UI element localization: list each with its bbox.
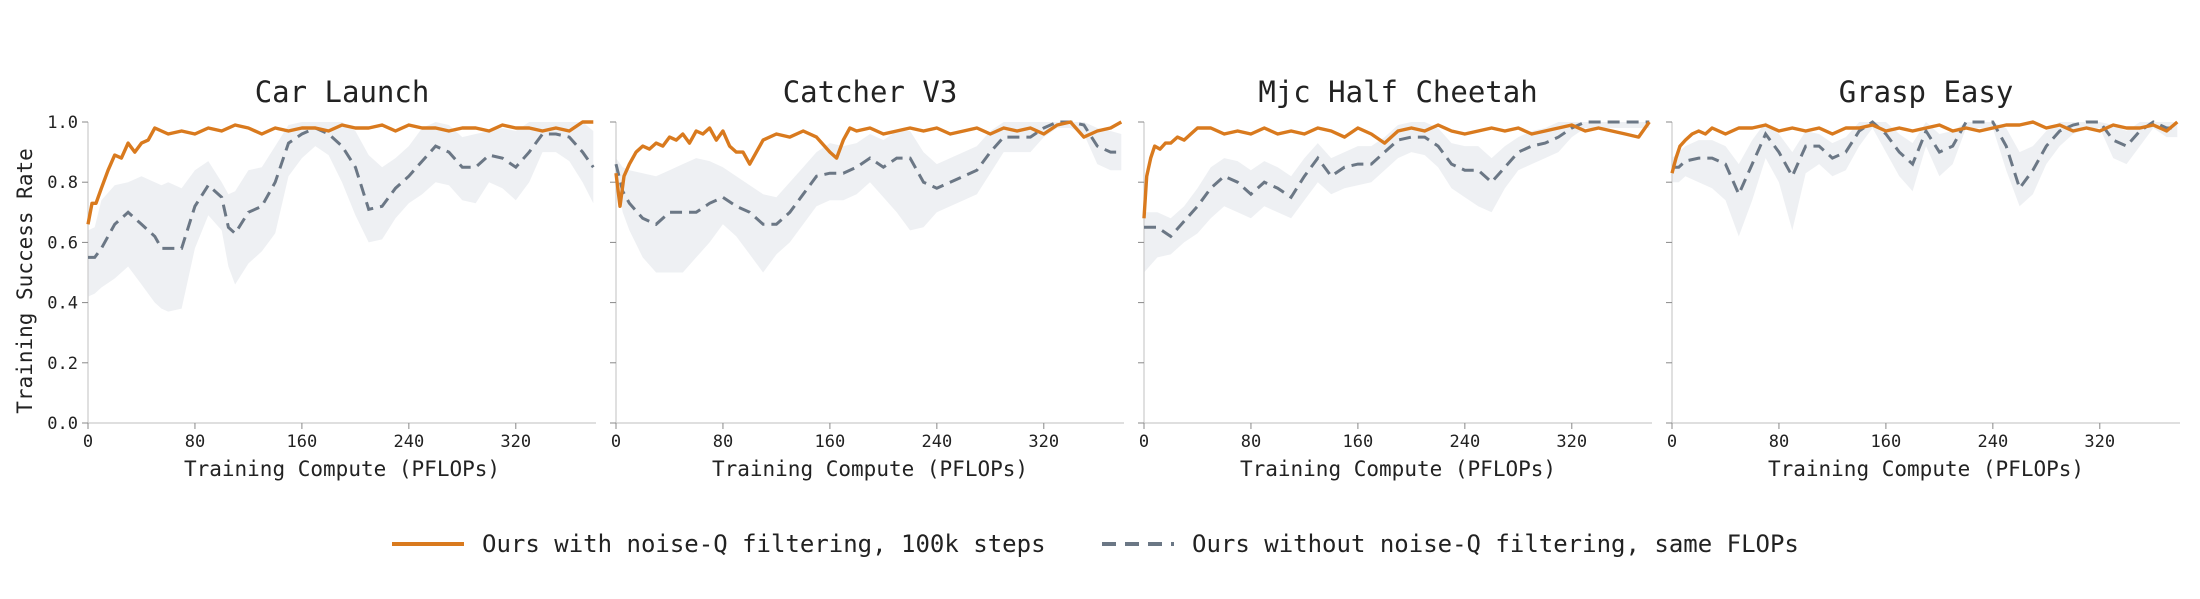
x-tick-label: 160: [1343, 432, 1374, 452]
panel-title-2: Mjc Half Cheetah: [1258, 75, 1537, 109]
series-baseline-1: [614, 120, 1122, 227]
panel-title-1: Catcher V3: [783, 75, 958, 109]
x-tick-label: 160: [287, 432, 318, 452]
x-tick-label: 0: [1139, 432, 1149, 452]
x-tick-label: 80: [185, 432, 205, 452]
x-axis-label-1: Training Compute (PFLOPs): [712, 457, 1028, 481]
series-ours-1: [614, 120, 1123, 209]
x-tick-label: 320: [1028, 432, 1059, 452]
y-tick-label: 0.8: [47, 173, 78, 193]
x-axis-label-2: Training Compute (PFLOPs): [1240, 457, 1556, 481]
x-tick-label: 320: [500, 432, 531, 452]
series-ours-3: [1670, 120, 2179, 174]
x-axis-label-3: Training Compute (PFLOPs): [1768, 457, 2084, 481]
x-tick-label: 160: [815, 432, 846, 452]
y-tick-label: 1.0: [47, 113, 78, 133]
panel-3: 0 80 160 240 320 Grasp Easy Training Compute (…: [1666, 75, 2180, 481]
series-ours-0: [86, 120, 594, 225]
band-baseline-3: [1672, 122, 2178, 237]
panel-title-3: Grasp Easy: [1839, 75, 2014, 109]
band-baseline-2: [1144, 122, 1650, 273]
y-tick-label: 0.6: [47, 233, 78, 253]
x-tick-label: 80: [713, 432, 733, 452]
x-tick-label: 240: [1977, 432, 2008, 452]
series-baseline-2: [1144, 120, 1650, 239]
y-tick-label: 0.2: [47, 354, 78, 374]
series-ours-2: [1142, 121, 1651, 219]
x-tick-label: 0: [1667, 432, 1677, 452]
series-baseline-3: [1672, 120, 2178, 198]
panel-2: 0 80 160 240 320 Mjc Half Cheetah Training Com…: [1138, 75, 1652, 481]
panels-group: 0.0 0.2 0.4 0.6 0.8 1.0 0 80 160 240 320 Car Launch…: [47, 75, 2180, 481]
band-baseline-1: [616, 122, 1122, 273]
x-tick-label: 240: [1449, 432, 1480, 452]
x-tick-label: 320: [2084, 432, 2115, 452]
band-baseline-0: [88, 122, 594, 312]
legend: Ours with noise-Q filtering, 100k steps …: [392, 530, 1799, 558]
y-tick-label: 0.0: [47, 414, 78, 434]
x-tick-label: 160: [1871, 432, 1902, 452]
x-tick-label: 0: [611, 432, 621, 452]
legend-label-ours: Ours with noise-Q filtering, 100k steps: [482, 530, 1046, 558]
x-tick-label: 240: [393, 432, 424, 452]
legend-label-baseline: Ours without noise-Q filtering, same FLO…: [1192, 530, 1799, 558]
y-tick-label: 0.4: [47, 294, 78, 314]
x-tick-label: 0: [83, 432, 93, 452]
x-tick-label: 320: [1556, 432, 1587, 452]
panel-1: 0 80 160 240 320 Catcher V3 Training Compute (…: [610, 75, 1124, 481]
x-axis-label-0: Training Compute (PFLOPs): [184, 457, 500, 481]
x-tick-label: 80: [1769, 432, 1789, 452]
x-tick-label: 80: [1241, 432, 1261, 452]
x-tick-label: 240: [921, 432, 952, 452]
panel-0: 0.0 0.2 0.4 0.6 0.8 1.0 0 80 160 240 320 Car Launch…: [47, 75, 596, 481]
y-axis-label: Training Success Rate: [13, 148, 37, 414]
panel-title-0: Car Launch: [255, 75, 430, 109]
